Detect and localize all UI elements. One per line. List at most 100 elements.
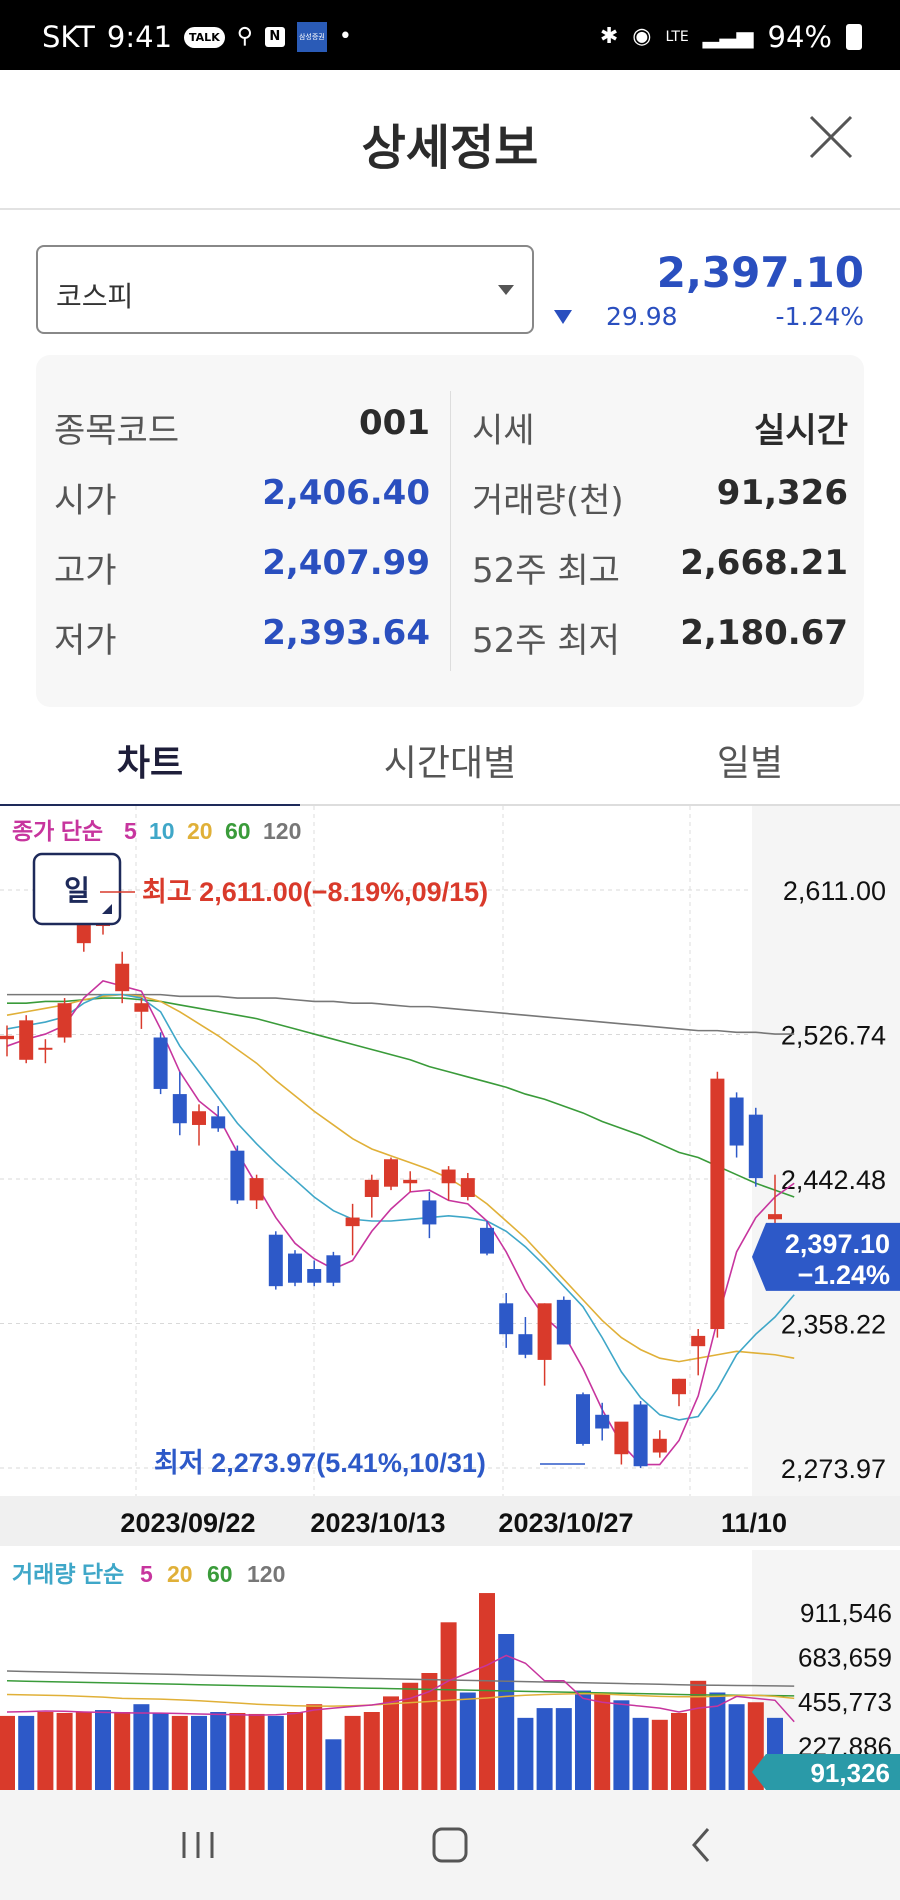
volume-bar <box>306 1704 323 1790</box>
tab-timeline[interactable]: 시간대별 <box>300 734 600 806</box>
price-change: 29.98 -1.24% <box>554 302 864 332</box>
volume-bar <box>498 1634 515 1790</box>
candle-body <box>518 1334 533 1355</box>
close-icon[interactable] <box>808 114 854 160</box>
candle-body <box>499 1303 514 1335</box>
status-bar: SKT 9:41 TALK ⚲ N 삼성증권 • ✱ ◉ LTE ▂▃▅ 94% <box>0 0 900 70</box>
candle-body <box>384 1159 398 1187</box>
x-axis-band <box>0 1496 900 1546</box>
candle-body <box>460 1178 475 1197</box>
volume-bar <box>479 1593 495 1790</box>
candle-body <box>307 1269 322 1283</box>
volume-bar <box>114 1712 131 1790</box>
candle-body <box>614 1421 629 1455</box>
hotspot-icon: ◉ <box>632 24 652 49</box>
candle-body <box>480 1227 494 1254</box>
volume-bar <box>191 1715 207 1790</box>
info-row: 시세 실시간 <box>472 403 848 451</box>
info-value: 2,668.21 <box>680 543 848 583</box>
bluetooth-icon: ✱ <box>599 24 619 49</box>
volume-ma20-line <box>6 1692 795 1707</box>
recent-apps-icon[interactable] <box>178 1822 218 1868</box>
index-select-value: 코스피 <box>56 280 134 313</box>
volume-bar <box>651 1719 668 1790</box>
info-value: 2,180.67 <box>680 613 848 653</box>
volume-bar <box>440 1622 457 1790</box>
volume-bar <box>325 1739 342 1790</box>
candle-body <box>748 1114 763 1179</box>
info-value: 2,406.40 <box>262 473 430 513</box>
candle-body <box>0 1035 14 1040</box>
home-icon[interactable] <box>430 1822 470 1868</box>
system-nav-bar <box>0 1790 900 1900</box>
volume-legend-period: 5 <box>140 1561 153 1587</box>
info-value: 2,393.64 <box>262 613 430 653</box>
candle-body <box>710 1078 725 1330</box>
status-left: SKT 9:41 TALK ⚲ N 삼성증권 • <box>42 20 352 54</box>
info-label: 시세 <box>472 411 535 451</box>
volume-bar <box>229 1712 246 1790</box>
candle-body <box>652 1438 667 1453</box>
candle-body <box>633 1404 648 1467</box>
volume-bar <box>0 1715 15 1790</box>
high-annotation: 최고 2,611.00(−8.19%,09/15) <box>142 877 488 907</box>
more-notifications-icon: • <box>338 24 352 49</box>
price-tick-label: 2,358.22 <box>781 1310 886 1340</box>
volume-legend-period: 120 <box>247 1561 285 1587</box>
volume-bar <box>267 1715 284 1790</box>
candle-body <box>172 1094 187 1124</box>
price-tag-rate: −1.24% <box>798 1260 890 1290</box>
price-chart-svg[interactable]: 2,611.00 2,526.74 2,442.48 2,358.22 2,273.97… <box>0 806 900 1790</box>
volume-bar <box>709 1692 726 1790</box>
info-panel: 종목코드 001 시가 2,406.40 고가 2,407.99 저가 2,39… <box>36 355 864 707</box>
carrier: SKT <box>42 20 95 54</box>
price-tick-label: 2,526.74 <box>781 1021 886 1051</box>
page-title: 상세정보 <box>361 120 539 176</box>
price-legend-period: 20 <box>187 818 213 844</box>
volume-bar <box>344 1715 361 1790</box>
candle-body <box>19 1020 34 1060</box>
price-legend-prefix: 종가 단순 <box>12 818 103 844</box>
chart-area[interactable]: 2,611.00 2,526.74 2,442.48 2,358.22 2,273.97… <box>0 806 900 1810</box>
low-annotation: 최저 2,273.97(5.41%,10/31) <box>154 1448 486 1478</box>
volume-bar <box>210 1712 227 1790</box>
info-label: 52주 최고 <box>472 551 620 591</box>
volume-bar <box>671 1712 687 1790</box>
info-row: 52주 최고 2,668.21 <box>472 543 848 591</box>
battery-icon <box>846 24 862 50</box>
candle-body <box>249 1178 264 1201</box>
volume-bar <box>75 1712 92 1790</box>
down-triangle-icon <box>554 310 572 324</box>
volume-tick-label: 455,773 <box>798 1687 892 1717</box>
samsung-securities-icon: 삼성증권 <box>296 22 327 52</box>
ma10-line <box>6 993 795 1421</box>
tab-chart[interactable]: 차트 <box>0 734 300 808</box>
tab-label: 일별 <box>716 743 784 784</box>
candle-body <box>57 1003 72 1038</box>
ma5-line <box>6 980 795 1466</box>
volume-bar <box>632 1717 649 1790</box>
period-button-label: 일 <box>64 875 90 906</box>
period-corner-icon <box>102 904 112 914</box>
status-right: ✱ ◉ LTE ▂▃▅ 94% <box>600 20 862 54</box>
candle-body <box>153 1037 168 1089</box>
candle-body <box>115 963 130 992</box>
ma60-line <box>7 997 795 1198</box>
tab-daily[interactable]: 일별 <box>600 734 900 806</box>
volume-bar <box>459 1692 476 1790</box>
index-select[interactable]: 코스피 <box>36 245 534 334</box>
ma20-line <box>6 993 795 1363</box>
back-icon[interactable] <box>686 1822 716 1868</box>
volume-bar <box>613 1700 630 1790</box>
x-tick-label: 2023/09/22 <box>120 1508 255 1538</box>
info-divider <box>450 391 451 671</box>
info-label: 52주 최저 <box>472 621 620 661</box>
info-value: 실시간 <box>754 411 848 451</box>
volume-tick-label: 683,659 <box>798 1643 892 1673</box>
tab-label: 시간대별 <box>383 743 517 784</box>
x-tick-label: 2023/10/13 <box>310 1508 445 1538</box>
volume-tag-value: 91,326 <box>810 1758 890 1788</box>
price-tick-label: 2,273.97 <box>781 1454 886 1484</box>
clock: 9:41 <box>106 20 173 54</box>
candle-body <box>288 1253 302 1283</box>
